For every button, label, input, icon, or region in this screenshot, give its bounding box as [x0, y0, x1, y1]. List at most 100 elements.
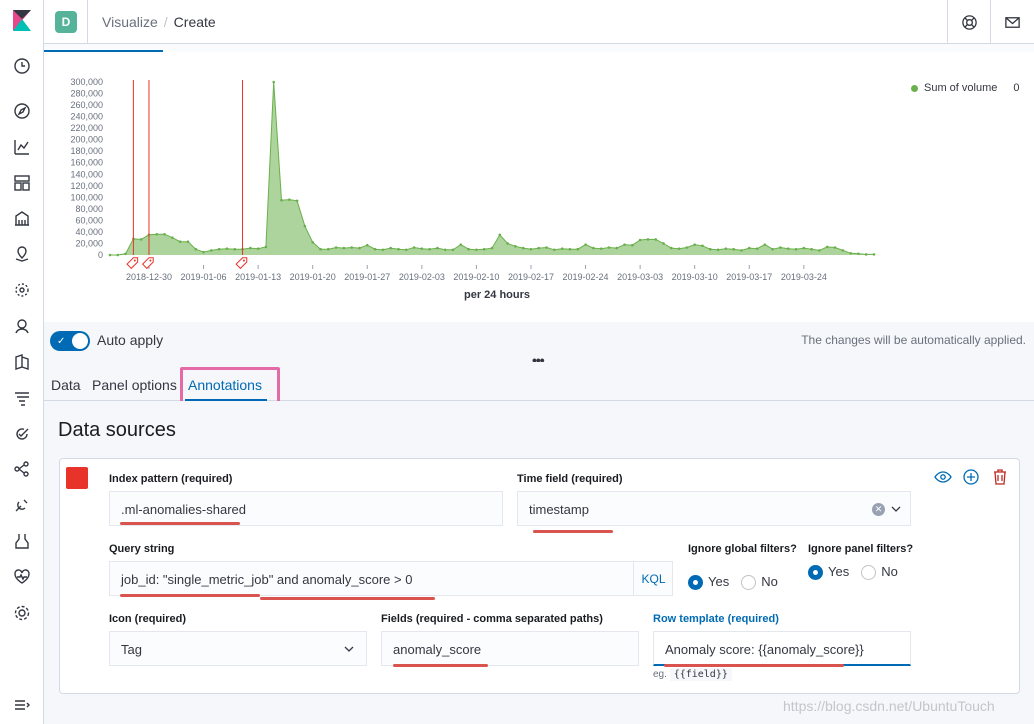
data-point[interactable] — [646, 238, 650, 241]
data-point[interactable] — [779, 246, 782, 249]
data-point[interactable] — [849, 251, 852, 255]
data-point[interactable] — [786, 247, 790, 250]
data-point[interactable] — [662, 242, 665, 245]
data-point[interactable] — [381, 248, 385, 252]
data-point[interactable] — [693, 243, 696, 246]
tag-icon[interactable] — [235, 256, 249, 270]
data-point[interactable] — [576, 247, 580, 251]
data-point[interactable] — [155, 232, 159, 236]
monitoring-icon[interactable] — [11, 530, 33, 552]
data-point[interactable] — [685, 246, 689, 249]
data-point[interactable] — [654, 238, 658, 241]
infra-icon[interactable] — [11, 315, 33, 337]
ml-icon[interactable] — [11, 279, 33, 301]
data-point[interactable] — [256, 247, 260, 250]
data-point[interactable] — [280, 198, 283, 202]
help-button[interactable] — [947, 0, 990, 44]
dashboard-icon[interactable] — [11, 172, 33, 194]
data-point[interactable] — [677, 247, 681, 250]
query-string-input[interactable]: job_id: "single_metric_job" and anomaly_… — [109, 561, 673, 596]
data-point[interactable] — [288, 198, 291, 201]
data-point[interactable] — [225, 247, 229, 250]
data-point[interactable] — [498, 233, 502, 237]
data-point[interactable] — [186, 240, 190, 244]
radio-yes[interactable] — [688, 575, 703, 591]
data-point[interactable] — [724, 247, 728, 250]
data-point[interactable] — [615, 246, 619, 250]
data-point[interactable] — [358, 246, 361, 250]
data-point[interactable] — [514, 245, 517, 248]
data-point[interactable] — [217, 247, 221, 251]
data-point[interactable] — [872, 253, 876, 256]
data-point[interactable] — [365, 243, 369, 247]
tag-icon[interactable] — [141, 256, 156, 270]
data-point[interactable] — [389, 246, 392, 250]
data-point[interactable] — [264, 245, 268, 249]
graph-icon[interactable] — [11, 458, 33, 480]
row-template-input[interactable]: Anomaly score: {{anomaly_score}} — [653, 631, 911, 666]
kibana-logo[interactable] — [10, 9, 34, 33]
data-point[interactable] — [124, 252, 127, 256]
collapse-nav-icon[interactable] — [11, 694, 33, 716]
gear-icon[interactable] — [11, 602, 33, 624]
data-point[interactable] — [545, 246, 548, 249]
data-point[interactable] — [233, 247, 237, 251]
tab-data[interactable]: Data — [51, 377, 81, 393]
data-point[interactable] — [708, 247, 712, 251]
data-point[interactable] — [311, 241, 314, 244]
data-point[interactable] — [568, 247, 572, 251]
data-point[interactable] — [670, 246, 673, 250]
data-point[interactable] — [459, 243, 463, 246]
annotation-color-swatch[interactable] — [66, 467, 88, 489]
data-point[interactable] — [560, 247, 564, 250]
data-point[interactable] — [249, 246, 252, 250]
data-point[interactable] — [412, 246, 416, 249]
ignore-panel-yes[interactable]: Yes — [808, 564, 849, 581]
clock-icon[interactable] — [11, 55, 33, 77]
data-point[interactable] — [529, 247, 533, 251]
data-point[interactable] — [857, 252, 860, 256]
data-point[interactable] — [451, 248, 455, 252]
data-point[interactable] — [592, 246, 595, 250]
data-point[interactable] — [490, 246, 494, 250]
trash-icon[interactable] — [991, 468, 1009, 486]
data-point[interactable] — [350, 246, 353, 249]
data-point[interactable] — [139, 238, 143, 241]
data-point[interactable] — [553, 248, 556, 252]
data-point[interactable] — [607, 246, 611, 249]
ignore-panel-no[interactable]: No — [861, 564, 898, 581]
data-point[interactable] — [475, 248, 478, 252]
data-point[interactable] — [163, 232, 166, 236]
data-point[interactable] — [818, 249, 821, 252]
data-point[interactable] — [116, 253, 120, 257]
ignore-global-yes[interactable]: Yes — [688, 574, 729, 591]
data-point[interactable] — [864, 253, 868, 256]
data-point[interactable] — [841, 249, 845, 252]
ignore-global-no[interactable]: No — [741, 574, 778, 591]
data-point[interactable] — [506, 242, 509, 245]
logs-icon[interactable] — [11, 351, 33, 373]
tag-icon[interactable] — [126, 256, 140, 270]
data-point[interactable] — [436, 246, 439, 250]
radio-no[interactable] — [741, 575, 757, 591]
space-avatar[interactable]: D — [55, 11, 77, 33]
add-icon[interactable] — [962, 468, 980, 486]
index-pattern-input[interactable]: .ml-anomalies-shared — [109, 491, 503, 526]
data-point[interactable] — [373, 247, 377, 251]
tab-panel-options[interactable]: Panel options — [92, 377, 177, 393]
data-point[interactable] — [638, 238, 642, 242]
data-point[interactable] — [771, 247, 774, 251]
data-point[interactable] — [763, 243, 767, 246]
data-point[interactable] — [833, 246, 837, 249]
kql-button[interactable]: KQL — [633, 561, 673, 596]
data-point[interactable] — [810, 247, 813, 251]
data-point[interactable] — [303, 224, 307, 228]
data-point[interactable] — [272, 80, 276, 84]
data-point[interactable] — [404, 248, 408, 252]
data-point[interactable] — [623, 243, 626, 246]
data-point[interactable] — [319, 247, 322, 251]
uptime-icon[interactable] — [11, 423, 33, 445]
data-point[interactable] — [467, 247, 470, 251]
data-point[interactable] — [428, 247, 431, 251]
icon-select[interactable]: Tag — [109, 631, 367, 666]
